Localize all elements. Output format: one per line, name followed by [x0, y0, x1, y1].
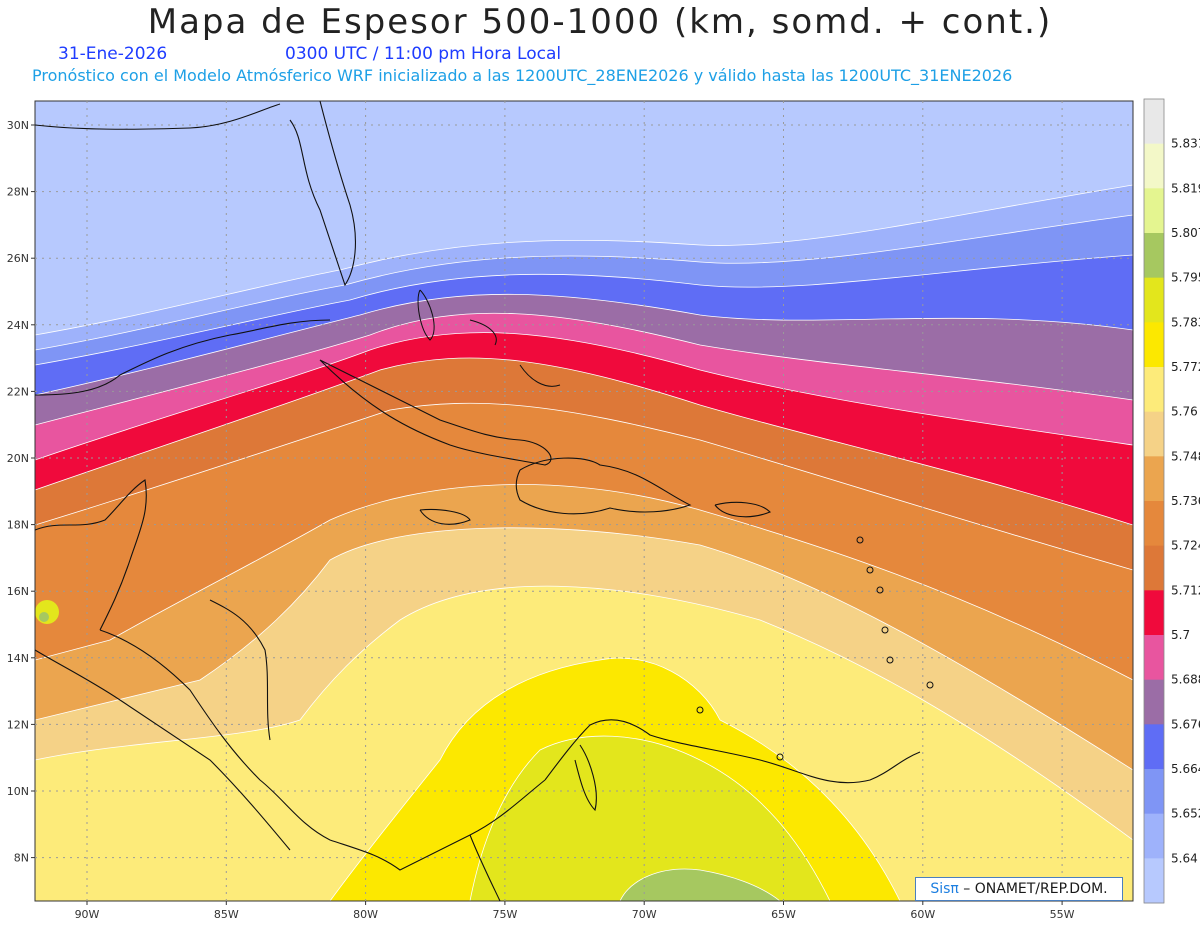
- colorbar-segment: [1144, 679, 1164, 725]
- colorbar-label: 5.819: [1171, 181, 1200, 195]
- lat-label: 30N: [7, 119, 29, 132]
- colorbar-label: 5.795: [1171, 271, 1200, 285]
- colorbar-label: 5.7: [1171, 628, 1190, 642]
- forecast-time: 0300 UTC / 11:00 pm Hora Local: [285, 44, 562, 64]
- colorbar-label: 5.748: [1171, 449, 1200, 463]
- latitude-labels: 30N 28N 26N 24N 22N 20N 18N 16N 14N 12N 10N 8N: [7, 119, 35, 865]
- lon-label: 75W: [492, 908, 517, 921]
- longitude-labels: 90W 85W 80W 75W 70W 65W 60W 55W: [75, 901, 1075, 921]
- plot-frame: [34, 100, 1134, 902]
- lon-label: 55W: [1050, 908, 1075, 921]
- colorbar-label: 5.664: [1171, 762, 1200, 776]
- lon-label: 70W: [632, 908, 657, 921]
- thickness-contours: [35, 101, 1133, 901]
- colorbar-frame: [1143, 98, 1165, 904]
- colorbar-segment: [1144, 724, 1164, 770]
- lat-label: 28N: [7, 186, 29, 199]
- colorbar-label: 5.807: [1171, 226, 1200, 240]
- credit-pi: π: [950, 881, 959, 897]
- colorbar-segment: [1144, 143, 1164, 189]
- lon-label: 80W: [353, 908, 378, 921]
- colorbar-label: 5.831: [1171, 137, 1200, 151]
- lat-label: 26N: [7, 252, 29, 265]
- lat-label: 14N: [7, 652, 29, 665]
- colorbar-segment: [1144, 367, 1164, 413]
- lat-label: 16N: [7, 585, 29, 598]
- colorbar-segment: [1144, 411, 1164, 457]
- colorbar-label: 5.676: [1171, 717, 1200, 731]
- lon-label: 90W: [75, 908, 100, 921]
- lat-label: 18N: [7, 519, 29, 532]
- colorbar-label: 5.736: [1171, 494, 1200, 508]
- lon-label: 60W: [910, 908, 935, 921]
- colorbar-label: 5.652: [1171, 807, 1200, 821]
- lon-label: 85W: [214, 908, 239, 921]
- colorbar-label: 5.772: [1171, 360, 1200, 374]
- model-description: Pronóstico con el Modelo Atmósferico WRF…: [32, 66, 1013, 85]
- credit-sis: Sis: [930, 881, 951, 897]
- colorbar-segment: [1144, 635, 1164, 681]
- colorbar-segment: [1144, 813, 1164, 859]
- lat-label: 12N: [7, 718, 29, 731]
- lat-label: 8N: [14, 852, 29, 865]
- lat-label: 20N: [7, 452, 29, 465]
- credit-org: – ONAMET/REP.DOM.: [958, 881, 1108, 897]
- colorbar-segment: [1144, 188, 1164, 234]
- colorbar-segment: [1144, 501, 1164, 547]
- forecast-date: 31-Ene-2026: [58, 44, 168, 64]
- colorbar-label: 5.76: [1171, 405, 1198, 419]
- colorbar-segment: [1144, 99, 1164, 145]
- lat-label: 22N: [7, 385, 29, 398]
- colorbar-segment: [1144, 545, 1164, 591]
- colorbar-label: 5.712: [1171, 583, 1200, 597]
- colorbar-segment: [1144, 277, 1164, 323]
- lat-label: 10N: [7, 785, 29, 798]
- colorbar: 5.831 5.819 5.807 5.795 5.783 5.772 5.76 5.748 5…: [1143, 98, 1200, 904]
- lon-label: 65W: [771, 908, 796, 921]
- colorbar-label: 5.64: [1171, 851, 1198, 865]
- graticule: [35, 101, 1133, 901]
- islands: [417, 289, 934, 761]
- colorbar-segment: [1144, 233, 1164, 279]
- colorbar-label: 5.783: [1171, 315, 1200, 329]
- colorbar-segment: [1144, 590, 1164, 636]
- colorbar-segment: [1144, 769, 1164, 815]
- colorbar-label: 5.724: [1171, 539, 1200, 553]
- lat-label: 24N: [7, 319, 29, 332]
- colorbar-segment: [1144, 456, 1164, 502]
- colorbar-segment: [1144, 858, 1164, 904]
- coastlines: [34, 100, 921, 902]
- credit-box: Sisπ – ONAMET/REP.DOM.: [915, 877, 1123, 901]
- colorbar-label: 5.688: [1171, 673, 1200, 687]
- colorbar-segment: [1144, 322, 1164, 368]
- map-title: Mapa de Espesor 500-1000 (km, somd. + co…: [147, 2, 1053, 42]
